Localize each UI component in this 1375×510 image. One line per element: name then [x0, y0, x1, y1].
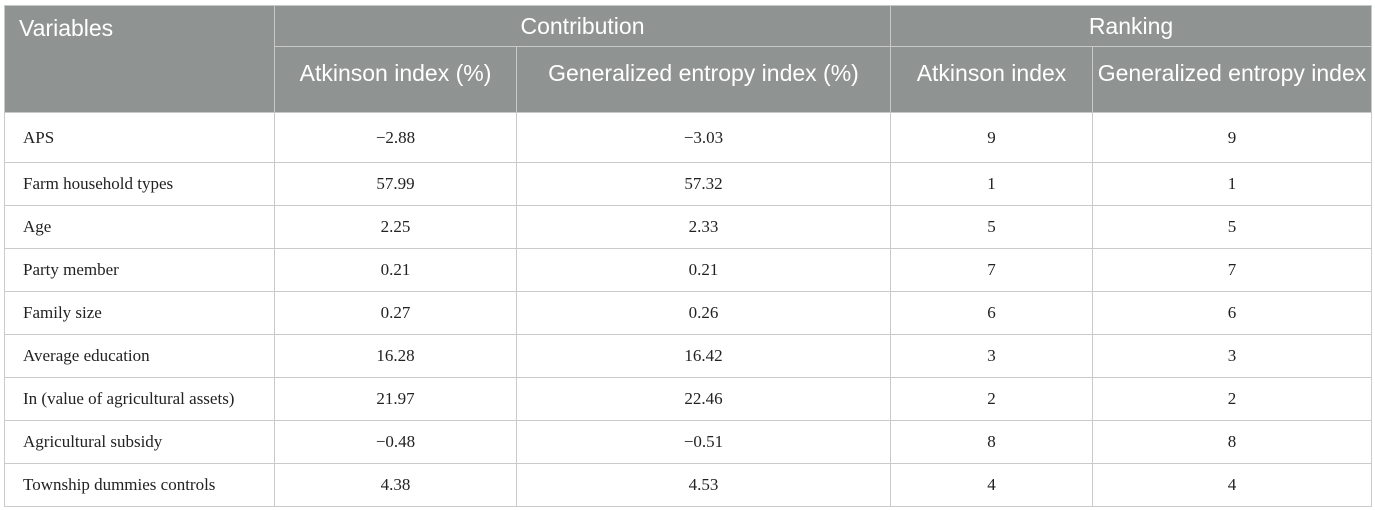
variable-name-cell: In (value of agricultural assets) — [4, 377, 275, 421]
atkinson-ranking-cell: 4 — [890, 463, 1093, 507]
ge-contribution-cell: −3.03 — [516, 112, 891, 163]
atkinson-ranking-cell: 1 — [890, 162, 1093, 206]
variables-header: Variables — [4, 5, 275, 113]
atkinson-ranking-cell: 3 — [890, 334, 1093, 378]
variable-name-cell: Average education — [4, 334, 275, 378]
table-header: Variables Contribution Ranking Atkinson … — [4, 5, 1373, 113]
ge-ranking-cell: 3 — [1091, 334, 1373, 378]
header-row-groups: Variables Contribution Ranking — [4, 5, 1373, 113]
atkinson-contribution-cell: 16.28 — [274, 334, 517, 378]
atkinson-contribution-cell: 0.27 — [274, 291, 517, 335]
ge-ranking-cell: 6 — [1091, 291, 1373, 335]
ge-ranking-cell: 9 — [1091, 112, 1373, 163]
ge-ranking-cell: 5 — [1091, 205, 1373, 249]
ge-ranking-cell: 7 — [1091, 248, 1373, 292]
variable-name-cell: Agricultural subsidy — [4, 420, 275, 464]
table-row: Township dummies controls 4.38 4.53 4 4 — [4, 463, 1373, 507]
atkinson-contribution-cell: −0.48 — [274, 420, 517, 464]
variable-name-cell: Party member — [4, 248, 275, 292]
atkinson-contribution-cell: 0.21 — [274, 248, 517, 292]
ge-contribution-cell: 2.33 — [516, 205, 891, 249]
ge-ranking-cell: 8 — [1091, 420, 1373, 464]
variable-name-cell: Age — [4, 205, 275, 249]
variable-name-cell: Township dummies controls — [4, 463, 275, 507]
ge-contribution-cell: 4.53 — [516, 463, 891, 507]
header-row-subcolumns: Atkinson index (%) Generalized entropy i… — [5, 46, 1373, 113]
ge-ranking-cell: 1 — [1091, 162, 1373, 206]
atkinson-contribution-cell: 4.38 — [274, 463, 517, 507]
ge-ranking-cell: 4 — [1091, 463, 1373, 507]
variable-name-cell: Farm household types — [4, 162, 275, 206]
atkinson-ranking-cell: 8 — [890, 420, 1093, 464]
table-row: Average education 16.28 16.42 3 3 — [4, 334, 1373, 378]
table-row: Party member 0.21 0.21 7 7 — [4, 248, 1373, 292]
atkinson-contribution-cell: 2.25 — [274, 205, 517, 249]
table-row: Family size 0.27 0.26 6 6 — [4, 291, 1373, 335]
atkinson-ranking-cell: 5 — [890, 205, 1093, 249]
table-row: Farm household types 57.99 57.32 1 1 — [4, 162, 1373, 206]
ge-contribution-cell: 0.21 — [516, 248, 891, 292]
ge-ranking-header: Generalized entropy index — [1091, 46, 1373, 113]
data-table: Variables Contribution Ranking Atkinson … — [4, 5, 1373, 507]
ge-contribution-cell: 57.32 — [516, 162, 891, 206]
table-row: In (value of agricultural assets) 21.97 22… — [4, 377, 1373, 421]
atkinson-ranking-header: Atkinson index — [890, 46, 1093, 113]
ge-contribution-cell: 22.46 — [516, 377, 891, 421]
atkinson-ranking-cell: 2 — [890, 377, 1093, 421]
atkinson-contribution-cell: −2.88 — [274, 112, 517, 163]
table-row: APS −2.88 −3.03 9 9 — [4, 112, 1373, 163]
table-row: Age 2.25 2.33 5 5 — [4, 205, 1373, 249]
atkinson-contribution-cell: 21.97 — [274, 377, 517, 421]
ge-contribution-cell: 0.26 — [516, 291, 891, 335]
atkinson-ranking-cell: 6 — [890, 291, 1093, 335]
variable-name-cell: APS — [4, 112, 275, 163]
atkinson-ranking-cell: 7 — [890, 248, 1093, 292]
atkinson-contribution-header: Atkinson index (%) — [274, 46, 517, 113]
ge-contribution-cell: −0.51 — [516, 420, 891, 464]
ge-contribution-header: Generalized entropy index (%) — [516, 46, 891, 113]
contribution-header: Contribution — [274, 5, 891, 47]
ge-ranking-cell: 2 — [1091, 377, 1373, 421]
ranking-header: Ranking — [889, 5, 1373, 47]
data-table-container: Variables Contribution Ranking Atkinson … — [4, 5, 1373, 507]
table-row: Agricultural subsidy −0.48 −0.51 8 8 — [4, 420, 1373, 464]
atkinson-ranking-cell: 9 — [890, 112, 1093, 163]
ge-contribution-cell: 16.42 — [516, 334, 891, 378]
table-body: APS −2.88 −3.03 9 9 Farm household types 57.99… — [4, 112, 1373, 507]
variable-name-cell: Family size — [4, 291, 275, 335]
atkinson-contribution-cell: 57.99 — [274, 162, 517, 206]
